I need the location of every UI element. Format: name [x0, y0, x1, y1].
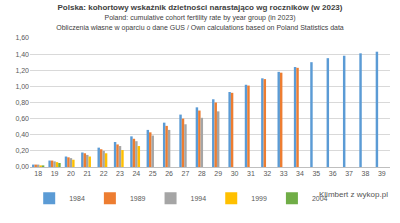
svg-text:1984: 1984: [69, 195, 85, 202]
svg-text:33: 33: [280, 170, 288, 177]
svg-text:23: 23: [116, 170, 124, 177]
svg-text:Klimbert z wykop.pl: Klimbert z wykop.pl: [319, 190, 388, 199]
svg-text:24: 24: [132, 170, 140, 177]
svg-text:18: 18: [34, 170, 42, 177]
svg-text:1,40: 1,40: [15, 51, 29, 58]
svg-text:36: 36: [329, 170, 337, 177]
svg-text:28: 28: [198, 170, 206, 177]
svg-text:0,00: 0,00: [15, 163, 29, 170]
svg-text:0,20: 0,20: [15, 147, 29, 154]
svg-text:0,40: 0,40: [15, 131, 29, 138]
svg-text:1999: 1999: [251, 195, 267, 202]
svg-text:27: 27: [182, 170, 190, 177]
svg-text:30: 30: [231, 170, 239, 177]
svg-text:19: 19: [51, 170, 59, 177]
svg-text:2004: 2004: [312, 195, 328, 202]
svg-text:22: 22: [100, 170, 108, 177]
svg-text:0,60: 0,60: [15, 115, 29, 122]
svg-text:0,80: 0,80: [15, 99, 29, 106]
svg-text:38: 38: [362, 170, 370, 177]
svg-text:32: 32: [263, 170, 271, 177]
svg-text:21: 21: [83, 170, 91, 177]
svg-text:29: 29: [214, 170, 222, 177]
svg-text:35: 35: [312, 170, 320, 177]
svg-text:34: 34: [296, 170, 304, 177]
svg-text:37: 37: [345, 170, 353, 177]
svg-text:25: 25: [149, 170, 157, 177]
svg-text:20: 20: [67, 170, 75, 177]
svg-text:1,00: 1,00: [15, 83, 29, 90]
svg-text:1989: 1989: [130, 195, 146, 202]
svg-text:Polska: kohortowy wskaźnik dzi: Polska: kohortowy wskaźnik dzietności na…: [56, 3, 344, 33]
svg-text:26: 26: [165, 170, 173, 177]
svg-text:1994: 1994: [191, 195, 207, 202]
svg-text:31: 31: [247, 170, 255, 177]
svg-text:1,60: 1,60: [15, 34, 29, 41]
svg-text:1,20: 1,20: [15, 67, 29, 74]
svg-text:39: 39: [378, 170, 386, 177]
